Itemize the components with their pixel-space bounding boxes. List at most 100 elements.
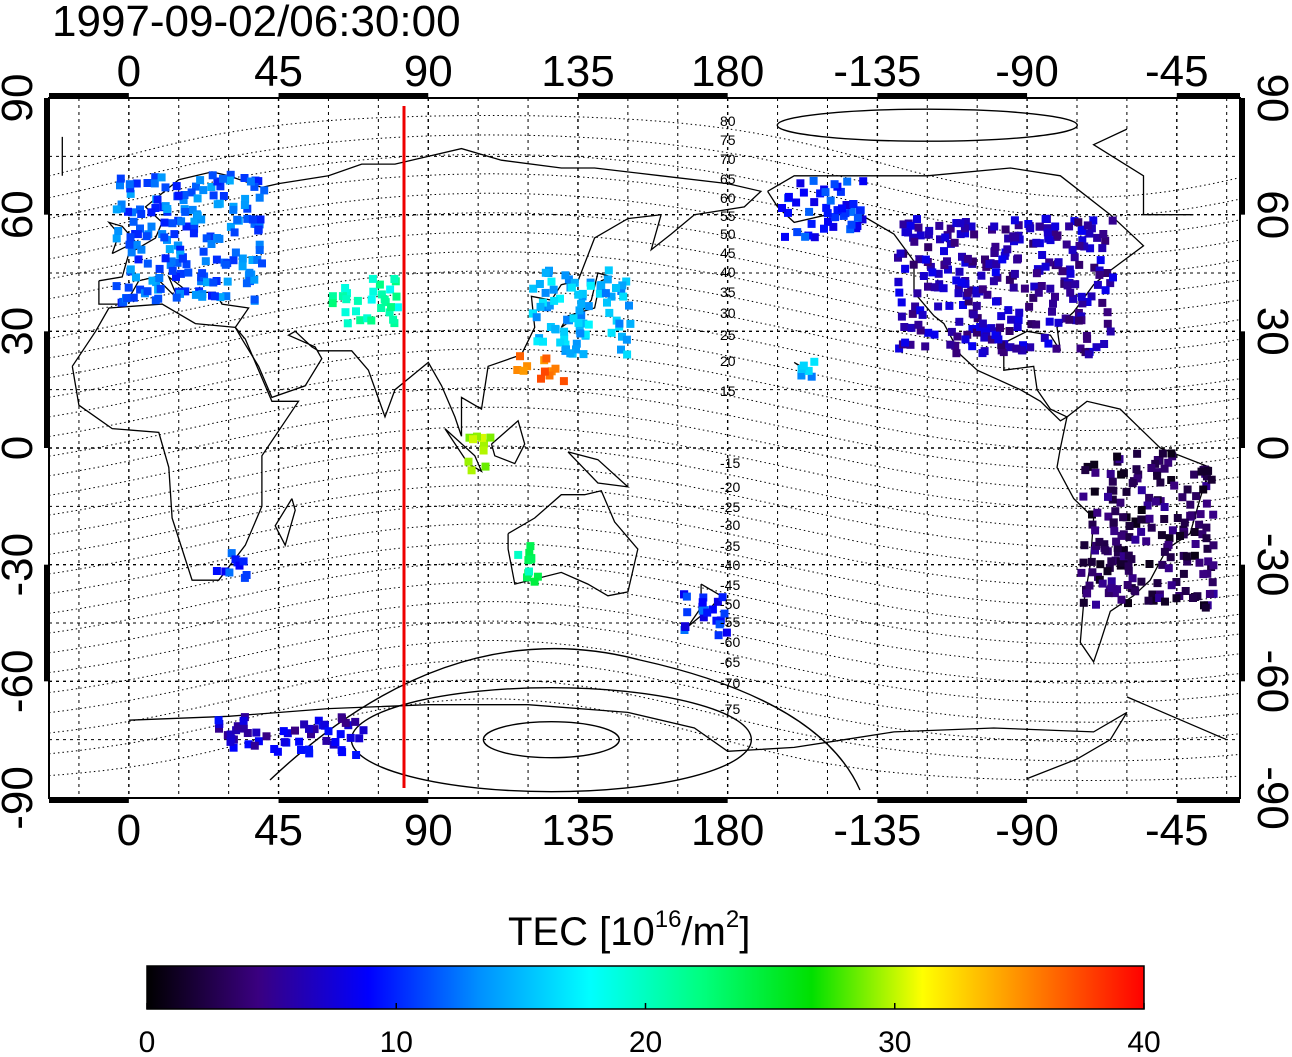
tec-cell: [1001, 225, 1010, 234]
tec-cell: [1106, 327, 1115, 336]
tec-cell: [1058, 267, 1067, 276]
tec-cell: [525, 567, 533, 576]
tec-cell: [617, 287, 626, 295]
tec-cell: [924, 282, 932, 291]
tec-cell: [1074, 316, 1083, 325]
tec-cell: [1153, 471, 1162, 480]
tec-cell: [1087, 224, 1096, 233]
tec-cell: [833, 206, 842, 215]
tec-cell: [921, 255, 930, 264]
tec-cell: [172, 273, 180, 282]
tec-cell: [1108, 495, 1117, 504]
tec-cell: [957, 278, 966, 287]
tec-cell: [136, 205, 144, 214]
tec-cell: [968, 257, 977, 266]
tec-cell: [151, 204, 160, 212]
tec-cell: [1101, 546, 1110, 555]
coastline: [490, 419, 526, 465]
tec-cell: [699, 593, 708, 602]
tec-cell: [1125, 522, 1134, 530]
tec-cell: [392, 292, 401, 301]
tec-cell: [579, 319, 588, 328]
tec-cell: [161, 183, 170, 192]
coastline: [1056, 400, 1211, 664]
tec-cell: [190, 224, 199, 233]
tec-cell: [151, 296, 160, 305]
tec-cell: [1132, 465, 1141, 474]
contour-label: -25: [720, 499, 740, 515]
contour-line: [49, 620, 1240, 704]
coastline: [274, 498, 296, 547]
tec-cell: [125, 180, 134, 189]
tec-cell: [126, 265, 135, 274]
tec-cell: [221, 260, 230, 269]
tec-cell: [216, 293, 225, 302]
tec-cell: [618, 332, 626, 341]
tec-cell: [1066, 288, 1075, 297]
tec-cell: [209, 278, 218, 287]
tec-cell: [561, 340, 570, 349]
tec-cell: [133, 230, 142, 239]
tec-cell: [1125, 533, 1134, 542]
tec-cell: [1137, 527, 1146, 536]
tec-cell: [985, 260, 994, 268]
tec-cell: [895, 288, 904, 297]
tec-cell: [586, 281, 595, 290]
south-contour-arc: [269, 647, 861, 791]
right-latitude-label: 60: [1248, 190, 1292, 239]
tec-cell: [377, 290, 386, 299]
tec-cell: [718, 593, 727, 602]
tec-cell: [1049, 299, 1057, 308]
tec-cell: [226, 222, 235, 231]
tec-cell: [526, 542, 535, 551]
tec-cell: [961, 218, 970, 226]
tec-cell: [213, 200, 222, 209]
tec-data-cells: [112, 170, 1218, 759]
bottom-longitude-label: -90: [995, 806, 1059, 855]
tec-cell: [182, 222, 191, 231]
tec-cell: [977, 271, 986, 280]
bottom-longitude-label: -135: [833, 806, 921, 855]
tec-cell: [260, 186, 269, 195]
tec-cell: [1041, 262, 1050, 271]
tec-cell: [1026, 343, 1035, 352]
tec-cell: [607, 328, 616, 337]
tec-cell: [368, 274, 377, 283]
tec-cell: [681, 622, 689, 631]
tec-cell: [240, 201, 249, 209]
tec-cell: [852, 224, 861, 233]
tec-cell: [960, 224, 969, 233]
tec-cell: [945, 301, 954, 310]
tec-cell: [252, 728, 261, 737]
tec-cell: [386, 285, 395, 294]
tec-cell: [207, 183, 216, 191]
tec-cell: [810, 233, 819, 242]
tec-cell: [1088, 520, 1097, 529]
tec-cell: [1117, 595, 1126, 604]
tec-cell: [1100, 340, 1109, 348]
tec-cell: [1160, 503, 1169, 511]
tec-cell: [254, 737, 263, 746]
tec-cell: [514, 550, 523, 559]
tec-cell: [1086, 244, 1095, 253]
tec-cell: [355, 734, 364, 743]
tec-cell: [906, 340, 915, 349]
tec-cell: [781, 232, 789, 241]
tec-cell: [1015, 308, 1024, 317]
contour-label: -55: [720, 614, 740, 630]
tec-cell: [1081, 466, 1090, 475]
tec-cell: [901, 228, 910, 237]
tec-cell: [1182, 552, 1191, 561]
tec-cell: [1158, 560, 1167, 569]
tec-cell: [720, 609, 729, 618]
tec-cell: [215, 234, 224, 243]
top-longitude-label: 90: [404, 47, 453, 96]
tec-cell: [1199, 485, 1208, 494]
tec-cell: [550, 296, 559, 305]
tec-cell: [546, 323, 555, 331]
tec-cell: [956, 219, 965, 228]
tec-cell: [187, 188, 196, 197]
tec-cell: [901, 338, 910, 347]
tec-cell: [1116, 498, 1125, 507]
tec-cell: [801, 232, 810, 241]
